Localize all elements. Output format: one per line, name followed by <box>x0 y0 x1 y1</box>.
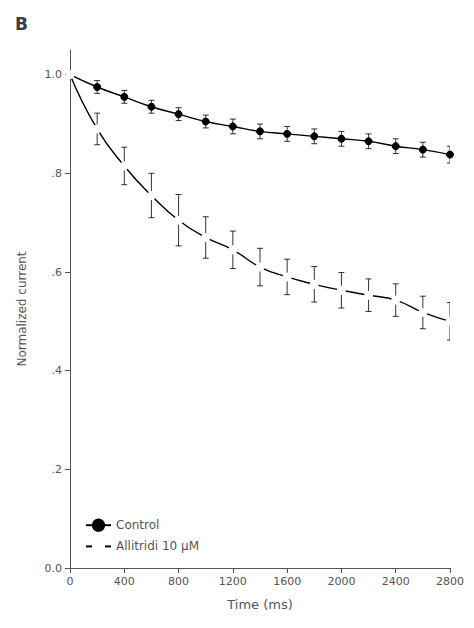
svg-text:.4: .4 <box>52 364 63 377</box>
svg-text:0: 0 <box>67 575 74 588</box>
svg-text:1200: 1200 <box>219 575 247 588</box>
svg-text:2800: 2800 <box>436 575 464 588</box>
svg-text:1600: 1600 <box>273 575 301 588</box>
svg-text:Control: Control <box>116 518 159 532</box>
svg-text:400: 400 <box>114 575 135 588</box>
svg-text:800: 800 <box>168 575 189 588</box>
svg-text:.8: .8 <box>52 167 63 180</box>
svg-text:.6: .6 <box>52 266 63 279</box>
svg-text:Allitridi 10 μM: Allitridi 10 μM <box>116 539 199 553</box>
svg-text:2400: 2400 <box>382 575 410 588</box>
svg-text:1.0: 1.0 <box>45 68 63 81</box>
svg-text:Time (ms): Time (ms) <box>226 597 293 612</box>
svg-text:B: B <box>15 14 28 34</box>
svg-text:0.0: 0.0 <box>45 562 63 575</box>
svg-text:2000: 2000 <box>327 575 355 588</box>
svg-text:Normalized current: Normalized current <box>15 251 29 366</box>
svg-text:.2: .2 <box>52 463 63 476</box>
